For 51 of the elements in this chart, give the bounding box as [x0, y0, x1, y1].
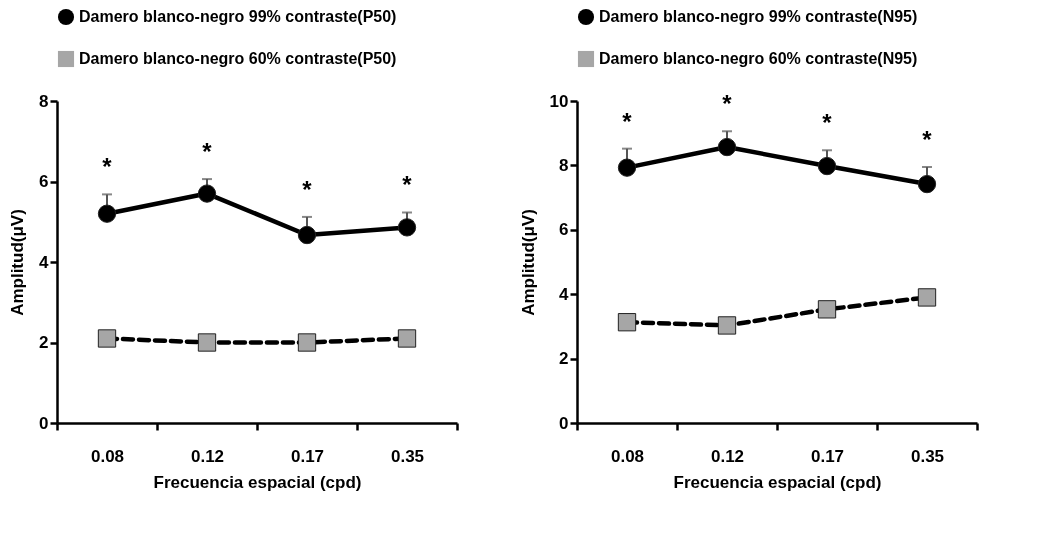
x-tick-label: 0.17 — [290, 446, 325, 466]
x-axis-title: Frecuencia espacial (cpd) — [673, 472, 882, 492]
y-tick-label: 8 — [559, 155, 569, 175]
x-tick-label: 0.08 — [610, 446, 645, 466]
y-tick-label: 0 — [559, 413, 569, 433]
x-axis-title: Frecuencia espacial (cpd) — [153, 472, 362, 492]
point — [97, 204, 117, 223]
annotation: * — [102, 153, 113, 181]
annotation: * — [202, 138, 213, 166]
point — [297, 225, 317, 245]
x-tick-label: 0.35 — [390, 446, 425, 466]
point — [397, 329, 417, 348]
y-axis-title: Amplitud(μV) — [518, 209, 538, 316]
legend-label: Damero blanco-negro 60% contraste(N95) — [599, 50, 918, 67]
y-tick-label: 2 — [559, 349, 569, 369]
point — [297, 333, 317, 352]
point — [197, 184, 217, 203]
point — [97, 329, 117, 348]
point — [617, 313, 637, 332]
point — [817, 300, 837, 319]
annotation: * — [622, 107, 633, 135]
y-tick-label: 10 — [549, 91, 569, 111]
y-axis-title: Amplitud(μV) — [8, 209, 28, 316]
point — [917, 288, 937, 307]
annotation: * — [402, 171, 413, 199]
x-tick-label: 0.35 — [910, 446, 945, 466]
point — [717, 137, 737, 157]
x-tick-label: 0.12 — [190, 446, 225, 466]
x-tick-label: 0.17 — [810, 446, 845, 466]
y-tick-label: 8 — [39, 91, 49, 111]
y-tick-label: 2 — [39, 333, 49, 352]
legend-label: Damero blanco-negro 99% contraste(P50) — [79, 8, 397, 25]
point — [397, 218, 417, 237]
legend-label: Damero blanco-negro 99% contraste(N95) — [599, 8, 918, 25]
annotation: * — [302, 175, 313, 203]
point — [917, 174, 937, 194]
y-tick-label: 6 — [39, 172, 49, 191]
point — [817, 156, 837, 176]
y-tick-label: 4 — [559, 284, 570, 304]
y-tick-label: 0 — [39, 413, 49, 433]
point — [617, 158, 637, 177]
y-tick-label: 4 — [39, 252, 50, 272]
legend-label: Damero blanco-negro 60% contraste(P50) — [79, 50, 397, 67]
point — [197, 333, 217, 352]
x-tick-label: 0.08 — [90, 446, 125, 466]
annotation: * — [922, 126, 933, 154]
x-tick-label: 0.12 — [710, 446, 745, 466]
y-tick-label: 6 — [559, 220, 569, 240]
point — [717, 316, 737, 335]
annotation: * — [722, 90, 733, 118]
annotation: * — [822, 109, 833, 137]
